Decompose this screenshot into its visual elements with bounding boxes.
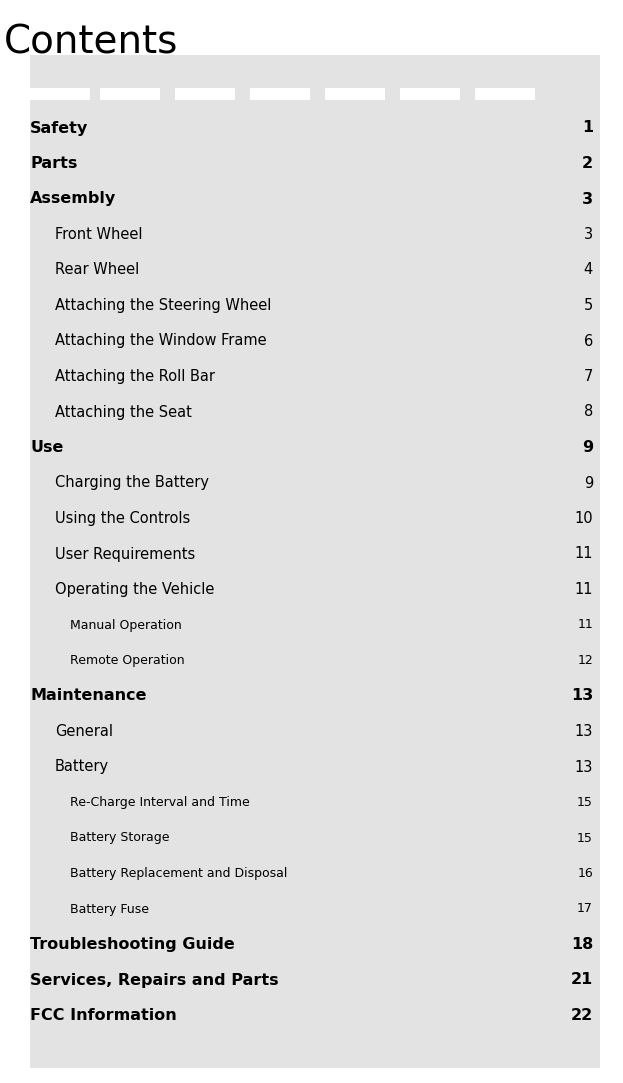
Text: 11: 11 <box>574 547 593 561</box>
Text: Front Wheel: Front Wheel <box>55 227 143 242</box>
Text: Attaching the Window Frame: Attaching the Window Frame <box>55 334 267 349</box>
Text: Maintenance: Maintenance <box>30 689 146 704</box>
Text: 18: 18 <box>571 937 593 952</box>
Bar <box>475 88 535 100</box>
Text: FCC Information: FCC Information <box>30 1008 177 1023</box>
Text: Attaching the Roll Bar: Attaching the Roll Bar <box>55 369 215 384</box>
Text: 9: 9 <box>584 475 593 491</box>
Text: 8: 8 <box>584 404 593 419</box>
Text: 11: 11 <box>574 582 593 597</box>
Text: Remote Operation: Remote Operation <box>70 654 184 667</box>
Bar <box>100 88 160 100</box>
Text: User Requirements: User Requirements <box>55 547 195 561</box>
Text: 9: 9 <box>582 440 593 455</box>
Text: 21: 21 <box>571 973 593 988</box>
Text: Using the Controls: Using the Controls <box>55 511 190 526</box>
Text: Use: Use <box>30 440 64 455</box>
Text: Battery Fuse: Battery Fuse <box>70 902 149 915</box>
Text: Re-Charge Interval and Time: Re-Charge Interval and Time <box>70 796 250 809</box>
Text: 15: 15 <box>577 832 593 845</box>
Text: 3: 3 <box>582 192 593 207</box>
Text: 2: 2 <box>582 156 593 171</box>
Text: Battery Replacement and Disposal: Battery Replacement and Disposal <box>70 867 287 880</box>
Text: 3: 3 <box>584 227 593 242</box>
Text: Services, Repairs and Parts: Services, Repairs and Parts <box>30 973 278 988</box>
Text: 10: 10 <box>574 511 593 526</box>
Bar <box>325 88 385 100</box>
Text: 13: 13 <box>571 689 593 704</box>
Text: 5: 5 <box>584 298 593 313</box>
Text: Safety: Safety <box>30 120 88 135</box>
Text: 13: 13 <box>574 725 593 739</box>
Text: Charging the Battery: Charging the Battery <box>55 475 209 491</box>
Text: 7: 7 <box>584 369 593 384</box>
Text: 22: 22 <box>571 1008 593 1023</box>
Bar <box>250 88 310 100</box>
Bar <box>30 88 90 100</box>
Text: Attaching the Seat: Attaching the Seat <box>55 404 192 419</box>
Text: Battery Storage: Battery Storage <box>70 832 169 845</box>
Text: Troubleshooting Guide: Troubleshooting Guide <box>30 937 235 952</box>
Text: Contents: Contents <box>4 23 178 61</box>
Text: Battery: Battery <box>55 759 109 774</box>
Text: Parts: Parts <box>30 156 77 171</box>
Text: 15: 15 <box>577 796 593 809</box>
Bar <box>175 88 235 100</box>
Text: Attaching the Steering Wheel: Attaching the Steering Wheel <box>55 298 272 313</box>
Text: 17: 17 <box>577 902 593 915</box>
Text: 4: 4 <box>584 262 593 277</box>
Text: 6: 6 <box>584 334 593 349</box>
Text: 13: 13 <box>574 759 593 774</box>
Text: General: General <box>55 725 113 739</box>
Text: 12: 12 <box>578 654 593 667</box>
Text: 1: 1 <box>582 120 593 135</box>
Text: Operating the Vehicle: Operating the Vehicle <box>55 582 214 597</box>
Bar <box>400 88 460 100</box>
Text: Assembly: Assembly <box>30 192 117 207</box>
Text: Manual Operation: Manual Operation <box>70 618 182 631</box>
Text: 11: 11 <box>578 618 593 631</box>
Text: Rear Wheel: Rear Wheel <box>55 262 140 277</box>
Text: 16: 16 <box>578 867 593 880</box>
